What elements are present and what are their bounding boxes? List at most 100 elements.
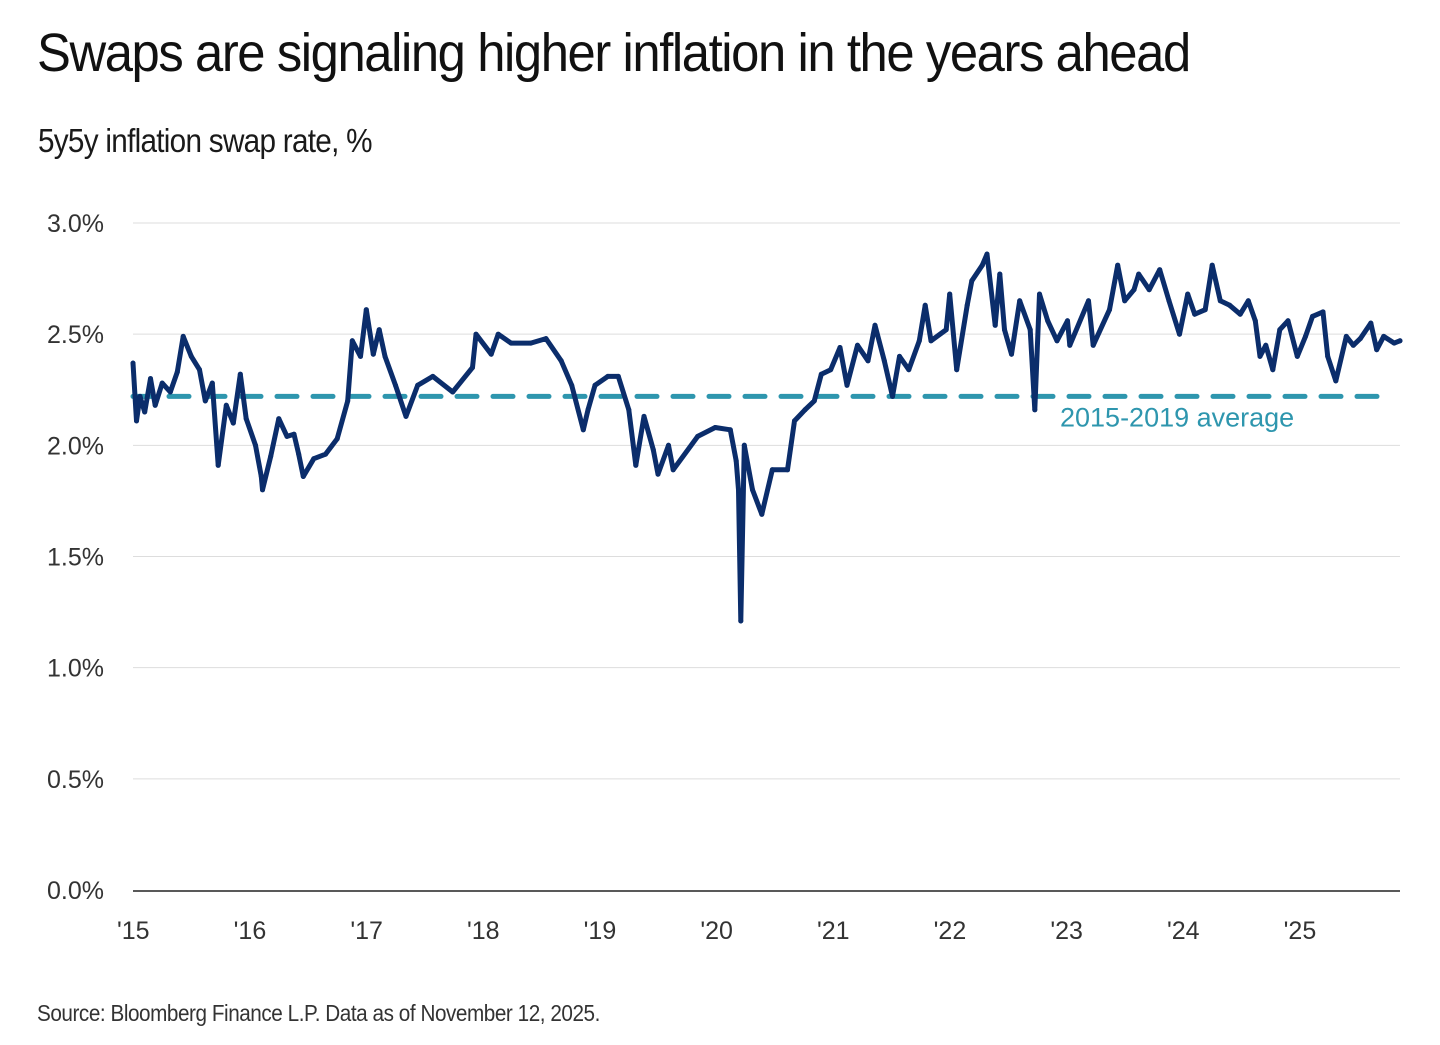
data-point <box>430 373 436 379</box>
data-point <box>334 436 340 442</box>
data-point <box>954 367 960 373</box>
data-point <box>736 487 741 493</box>
data-point <box>376 327 382 333</box>
data-point <box>1252 318 1258 324</box>
data-point <box>1368 320 1374 326</box>
data-point <box>130 360 136 366</box>
data-point <box>345 398 351 404</box>
data-point <box>253 442 258 448</box>
data-point <box>1115 262 1121 268</box>
data-point <box>865 358 871 364</box>
data-point <box>802 407 808 413</box>
y-tick-label: 0.0% <box>47 877 104 905</box>
data-point <box>276 416 282 422</box>
data-point <box>230 420 236 426</box>
data-point <box>450 389 456 395</box>
data-point <box>296 451 302 457</box>
data-point <box>1177 331 1182 337</box>
data-point <box>137 393 143 399</box>
data-point <box>508 340 514 346</box>
data-point <box>1350 342 1356 348</box>
data-point <box>268 453 274 459</box>
data-point <box>969 278 975 284</box>
data-point <box>1357 336 1363 342</box>
data-point <box>922 302 928 308</box>
data-point <box>291 431 297 437</box>
x-tick-label: '20 <box>700 917 733 945</box>
data-point <box>1009 351 1014 357</box>
data-point <box>1166 298 1172 304</box>
data-point <box>1157 267 1163 273</box>
data-point <box>1391 340 1397 346</box>
data-point <box>1381 333 1387 339</box>
data-point <box>403 413 409 419</box>
data-point <box>1037 291 1042 297</box>
data-point <box>741 442 747 448</box>
chart-title: Swaps are signaling higher inflation in … <box>37 23 1191 83</box>
data-point <box>1131 287 1137 293</box>
data-point <box>358 353 363 359</box>
data-point <box>1270 367 1276 373</box>
data-point <box>1227 302 1233 308</box>
data-point <box>872 322 878 328</box>
data-point <box>1067 342 1073 348</box>
data-point <box>1263 342 1269 348</box>
data-point <box>881 358 887 364</box>
data-point <box>844 382 850 388</box>
data-point <box>1285 318 1291 324</box>
data-point <box>1032 407 1038 413</box>
data-point <box>580 427 586 433</box>
data-point <box>167 389 173 395</box>
data-point <box>1257 353 1263 359</box>
data-point <box>769 467 775 473</box>
data-point <box>1045 318 1051 324</box>
data-point <box>284 433 290 439</box>
data-point <box>134 418 139 424</box>
data-point <box>626 407 632 413</box>
data-point <box>733 458 739 464</box>
data-point <box>415 382 421 388</box>
data-point <box>984 251 990 257</box>
data-point <box>979 262 985 268</box>
x-tick-label: '16 <box>234 917 267 945</box>
data-point <box>1136 271 1142 277</box>
data-point <box>727 427 733 433</box>
series-line-5y5y-swap <box>130 251 1403 624</box>
data-point <box>543 336 549 342</box>
data-point <box>1086 298 1091 304</box>
data-point <box>997 271 1003 277</box>
data-point <box>650 447 656 453</box>
data-point <box>393 382 398 388</box>
data-point <box>243 416 249 422</box>
data-point <box>585 407 591 413</box>
data-point <box>1374 347 1380 353</box>
data-point <box>695 433 701 439</box>
data-point <box>1343 333 1349 339</box>
x-tick-label: '24 <box>1167 917 1200 945</box>
data-point <box>818 371 824 377</box>
y-tick-label: 2.5% <box>47 321 104 349</box>
data-point <box>174 369 180 375</box>
data-point <box>495 331 501 337</box>
data-point <box>1397 338 1403 344</box>
x-tick-label: '23 <box>1050 917 1083 945</box>
data-point <box>1245 298 1251 304</box>
data-point <box>473 331 479 337</box>
data-point <box>237 371 243 377</box>
data-point <box>1237 311 1243 317</box>
data-point <box>828 367 834 373</box>
data-point <box>1333 378 1339 384</box>
gridlines <box>133 222 1400 780</box>
data-point <box>1054 338 1060 344</box>
data-point <box>615 373 621 379</box>
data-point <box>666 442 671 448</box>
data-point <box>569 382 575 388</box>
x-axis-tick-labels: '15 '16 '17 '18 '19 '20 '21 '22 '23 '24 '25 <box>117 917 1316 945</box>
data-point <box>1320 309 1326 315</box>
data-point <box>488 351 494 357</box>
data-point <box>928 338 934 344</box>
data-point <box>670 467 676 473</box>
data-point <box>633 462 639 468</box>
data-point <box>1294 353 1300 359</box>
